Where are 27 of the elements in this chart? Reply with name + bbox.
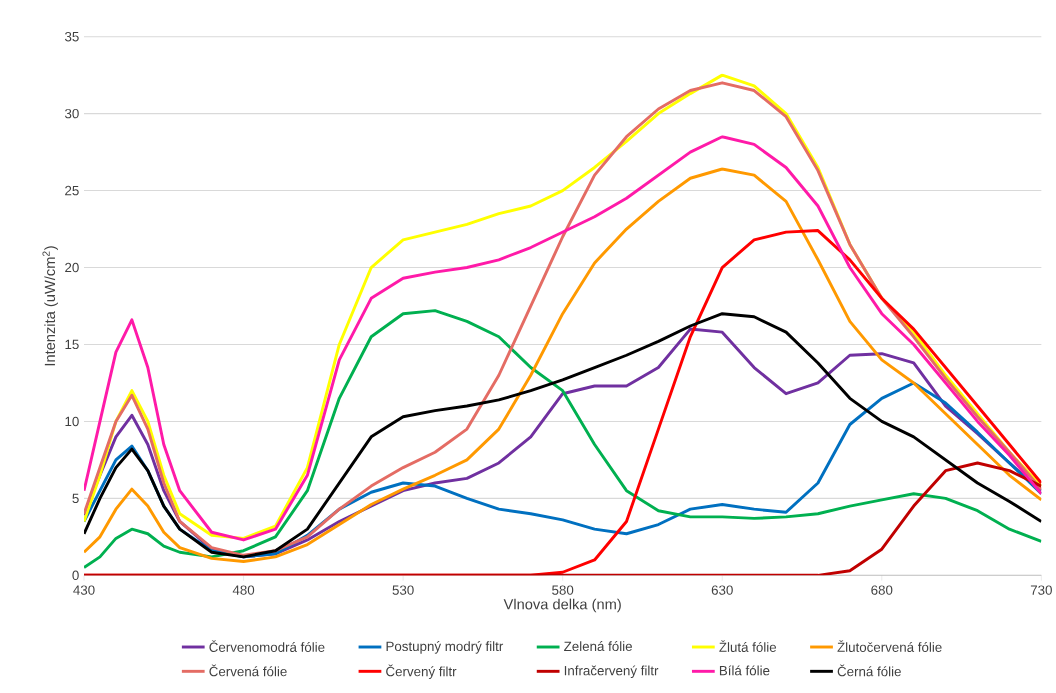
y-tick-label: 25 [65, 185, 79, 196]
y-tick-label: 30 [64, 108, 79, 119]
x-tick-label: 630 [711, 585, 733, 595]
legend-label: Bílá fólie [719, 665, 770, 676]
x-tick-label: 530 [392, 585, 414, 595]
y-tick-label: 15 [65, 339, 79, 349]
x-tick-label: 580 [552, 585, 574, 595]
legend-label: Červenomodrá fólie [209, 640, 325, 652]
legend-label: Červená fólie [209, 664, 287, 677]
x-axis-title: Vlnova delka (nm) [503, 598, 621, 613]
x-tick-label: 680 [871, 585, 893, 595]
legend-label: Červený filtr [386, 664, 457, 679]
y-tick-label: 20 [65, 262, 79, 273]
legend-label: Zelená fólie [564, 640, 632, 651]
legend-label: Žlutočervená fólie [837, 640, 942, 652]
legend-label: Postupný modrý filtr [386, 640, 504, 654]
legend-label: Infračervený filtr [564, 665, 659, 678]
x-tick-label: 480 [232, 585, 255, 595]
y-tick-label: 35 [64, 31, 79, 42]
legend-label: Žlutá fólie [719, 640, 777, 652]
y-axis-title: Intenzita (uW/cm$^{2}$) [42, 246, 58, 366]
legend-label: Černá fólie [837, 664, 901, 677]
x-tick-label: 730 [1030, 585, 1052, 595]
x-tick-label: 430 [73, 585, 95, 595]
y-tick-label: 5 [72, 493, 79, 503]
y-tick-label: 0 [72, 570, 79, 580]
y-tick-label: 10 [65, 416, 79, 426]
